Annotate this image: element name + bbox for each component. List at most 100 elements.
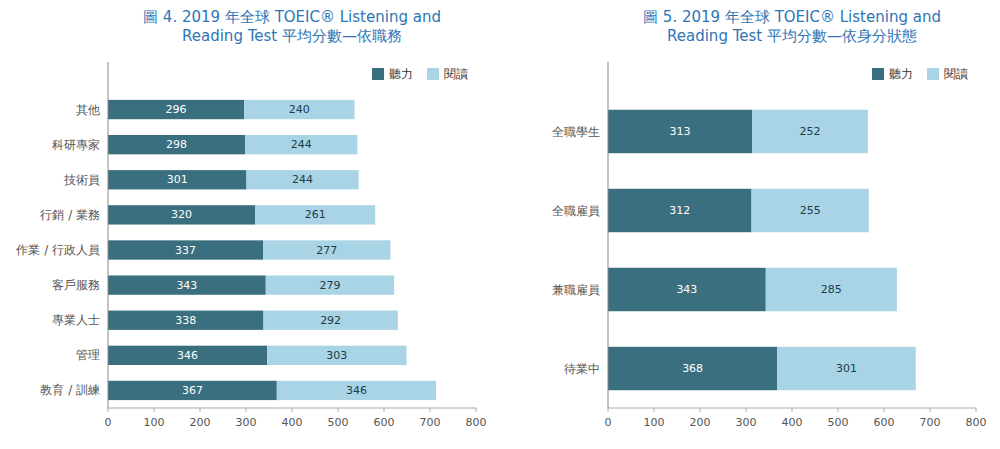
category-label: 兼職雇員	[552, 283, 600, 297]
data-label: 244	[292, 173, 313, 186]
x-tick	[108, 408, 109, 412]
x-tick-label: 200	[690, 416, 711, 429]
legend: 聽力 閱讀	[872, 67, 968, 81]
data-label: 255	[800, 204, 821, 217]
bar-segment	[263, 311, 397, 330]
x-tick	[838, 408, 839, 412]
x-tick	[476, 408, 477, 412]
x-tick	[384, 408, 385, 412]
x-tick-label: 100	[644, 416, 665, 429]
bar-segment	[108, 205, 255, 224]
x-tick	[746, 408, 747, 412]
legend-label: 聽力	[889, 67, 913, 81]
data-label: 277	[316, 244, 337, 257]
bar-segment	[263, 240, 390, 259]
bars	[608, 110, 916, 390]
x-tick	[884, 408, 885, 412]
x-tick-label: 700	[920, 416, 941, 429]
x-tick-label: 400	[782, 416, 803, 429]
legend-swatch	[427, 68, 439, 80]
bars	[108, 100, 436, 400]
legend-label: 閱讀	[944, 67, 968, 81]
x-tick	[976, 408, 977, 412]
bar-segment	[608, 268, 766, 311]
category-label: 教育 / 訓練	[40, 383, 100, 397]
chart-canvas: 圖 4. 2019 年全球 TOEIC® Listening andReadin…	[0, 0, 1000, 449]
data-label: 279	[319, 279, 340, 292]
bar-segment	[246, 170, 358, 189]
title-line: 圖 4. 2019 年全球 TOEIC® Listening and	[143, 8, 441, 26]
chart-panel: 圖 4. 2019 年全球 TOEIC® Listening andReadin…	[15, 8, 486, 429]
bar-segment	[245, 135, 357, 154]
data-label: 346	[177, 349, 198, 362]
category-label: 科研專家	[52, 138, 100, 152]
bar-segment	[108, 135, 245, 154]
bar-segment	[752, 110, 868, 153]
category-label: 待業中	[564, 362, 600, 376]
bar-segment	[108, 346, 267, 365]
data-label: 303	[326, 349, 347, 362]
bar-segment	[108, 100, 244, 119]
bar-segment	[266, 275, 394, 294]
category-label: 客戶服務	[52, 278, 100, 292]
bar-segment	[108, 275, 266, 294]
zero-line	[108, 62, 109, 408]
category-label: 管理	[76, 348, 100, 362]
title-line: Reading Test 平均分數—依職務	[182, 27, 402, 45]
x-tick-label: 100	[144, 416, 165, 429]
data-label: 261	[305, 208, 326, 221]
x-tick	[246, 408, 247, 412]
bar-segment	[277, 381, 436, 400]
category-label: 作業 / 行政人員	[15, 243, 100, 257]
data-label: 343	[176, 279, 197, 292]
category-label: 專業人士	[52, 313, 100, 327]
x-tick	[608, 408, 609, 412]
x-tick	[292, 408, 293, 412]
bar-segment	[108, 381, 277, 400]
category-label: 全職學生	[552, 125, 600, 139]
bar-segment	[777, 347, 915, 390]
data-label: 252	[799, 125, 820, 138]
data-label: 301	[167, 173, 188, 186]
x-tick	[154, 408, 155, 412]
legend-swatch	[372, 68, 384, 80]
legend-swatch	[872, 68, 884, 80]
data-label: 296	[166, 103, 187, 116]
data-label: 313	[669, 125, 690, 138]
data-label: 244	[291, 138, 312, 151]
page: {"chart_data": [ {"type": "bar", "orient…	[0, 0, 1000, 449]
data-labels: 2962983013203373433383463672402442442612…	[166, 103, 367, 397]
x-tick-label: 500	[328, 416, 349, 429]
x-tick	[338, 408, 339, 412]
bar-segment	[108, 170, 246, 189]
zero-line	[608, 62, 609, 408]
x-tick-label: 400	[282, 416, 303, 429]
bar-segment	[108, 240, 263, 259]
x-tick	[200, 408, 201, 412]
title-line: Reading Test 平均分數—依身分狀態	[667, 27, 917, 45]
bar-segment	[608, 189, 752, 232]
x-tick-label: 0	[605, 416, 612, 429]
x-tick	[700, 408, 701, 412]
x-tick-label: 200	[190, 416, 211, 429]
bar-segment	[267, 346, 406, 365]
bar-segment	[108, 311, 263, 330]
legend-item: 閱讀	[427, 67, 468, 81]
bar-segment	[608, 110, 752, 153]
category-label: 其他	[76, 103, 100, 117]
category-label: 行銷 / 業務	[40, 208, 100, 222]
bar-segment	[766, 268, 897, 311]
data-label: 337	[175, 244, 196, 257]
x-tick-label: 800	[966, 416, 987, 429]
legend-item: 聽力	[372, 67, 413, 81]
chart-title: 圖 4. 2019 年全球 TOEIC® Listening andReadin…	[143, 8, 441, 45]
data-label: 320	[171, 208, 192, 221]
bar-segment	[244, 100, 354, 119]
data-label: 367	[182, 384, 203, 397]
legend-swatch	[927, 68, 939, 80]
legend: 聽力閱讀	[372, 67, 468, 81]
chart-title: 圖 5. 2019 年全球 TOEIC® Listening andReadin…	[643, 8, 941, 45]
data-label: 343	[676, 283, 697, 296]
legend-item: 聽力	[872, 67, 913, 81]
x-tick-label: 800	[466, 416, 487, 429]
